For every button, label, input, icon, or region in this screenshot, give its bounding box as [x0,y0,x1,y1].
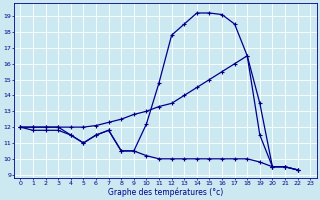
X-axis label: Graphe des températures (°c): Graphe des températures (°c) [108,187,223,197]
